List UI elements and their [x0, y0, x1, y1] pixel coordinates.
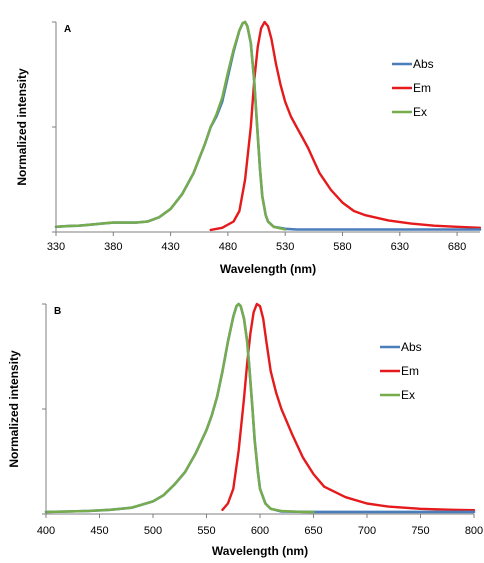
panel-b-x-tick-label: 600 — [251, 525, 269, 537]
panel-a-series-em — [209, 20, 482, 232]
panel-a-x-tick-label: 680 — [448, 241, 466, 253]
panel-a-legend-label-abs: Abs — [413, 57, 434, 71]
panel-b-series-em — [221, 302, 476, 512]
panel-a-legend-label-em: Em — [413, 81, 431, 95]
panel-b-x-tick-label: 500 — [144, 525, 162, 537]
panel-a-x-tick-label: 430 — [161, 241, 179, 253]
panel-b-y-axis-label: Normalized intensity — [7, 350, 21, 468]
panel-b-legend-label-ex: Ex — [401, 388, 415, 402]
panel-a-label: A — [64, 24, 71, 35]
panel-b-series-ex — [44, 302, 315, 514]
panel-b-legend-label-em: Em — [401, 364, 419, 378]
panel-b-label: B — [54, 306, 61, 317]
panel-a: 330 380 430 480 530 580 630 680 Wavelength (nm) N… — [15, 20, 482, 276]
panel-a-x-tick-label: 530 — [276, 241, 294, 253]
panel-b-x-tick-label: 700 — [358, 525, 376, 537]
panel-b-x-tick-label: 550 — [197, 525, 215, 537]
panel-a-y-axis-label: Normalized intensity — [15, 68, 29, 186]
panel-a-x-tick-label: 580 — [333, 241, 351, 253]
panel-b-legend-label-abs: Abs — [401, 340, 422, 354]
panel-b-x-axis-label: Wavelength (nm) — [212, 544, 308, 558]
panel-a-x-tick-label: 330 — [47, 241, 65, 253]
panel-a-series-ex — [54, 20, 287, 231]
panel-b-x-tick-label: 800 — [465, 525, 483, 537]
panel-b-x-tick-label: 650 — [304, 525, 322, 537]
panel-a-legend-label-ex: Ex — [413, 105, 427, 119]
panel-a-series-abs — [54, 20, 482, 231]
panel-a-x-tick-label: 630 — [391, 241, 409, 253]
panel-b-x-tick-label: 750 — [411, 525, 429, 537]
panel-b-x-tick-label: 450 — [90, 525, 108, 537]
panel-a-x-axis-label: Wavelength (nm) — [220, 262, 316, 276]
panel-a-x-tick-label: 480 — [219, 241, 237, 253]
panel-b-x-tick-label: 400 — [37, 525, 55, 537]
panel-b: 400 450 500 550 600 650 700 750 800 Wavelength (n… — [7, 302, 483, 558]
panel-a-x-tick-label: 380 — [104, 241, 122, 253]
